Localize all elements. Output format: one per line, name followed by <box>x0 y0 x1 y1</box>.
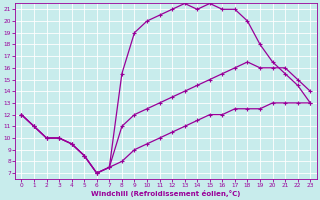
X-axis label: Windchill (Refroidissement éolien,°C): Windchill (Refroidissement éolien,°C) <box>91 190 241 197</box>
